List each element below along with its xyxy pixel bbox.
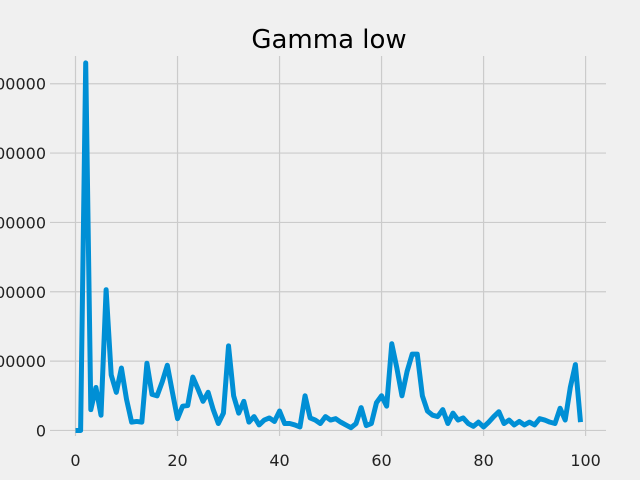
y-tick-label: 00000	[0, 213, 46, 232]
y-tick-label: 00000	[0, 75, 46, 94]
grid	[50, 56, 606, 436]
y-tick-label: 00000	[0, 283, 46, 302]
series-line	[75, 60, 583, 433]
x-tick-label: 40	[269, 451, 289, 470]
y-tick-label: 00000	[0, 352, 46, 371]
x-tick-label: 0	[70, 451, 80, 470]
x-tick-label: 60	[371, 451, 391, 470]
x-tick-label: 20	[167, 451, 187, 470]
y-tick-label: 00000	[0, 144, 46, 163]
x-tick-label: 80	[473, 451, 493, 470]
chart-title: Gamma low	[251, 25, 406, 55]
series-layer	[75, 60, 583, 433]
y-tick-label: 0	[36, 421, 46, 440]
x-tick-label: 100	[570, 451, 601, 470]
